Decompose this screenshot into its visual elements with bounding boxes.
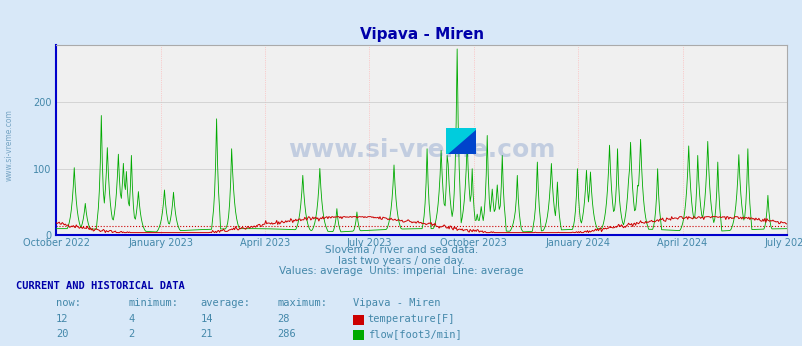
Text: 12: 12 <box>56 314 69 324</box>
Text: maximum:: maximum: <box>277 298 326 308</box>
Text: Values: average  Units: imperial  Line: average: Values: average Units: imperial Line: av… <box>279 266 523 276</box>
Polygon shape <box>445 128 476 154</box>
Polygon shape <box>445 128 476 154</box>
Text: last two years / one day.: last two years / one day. <box>338 256 464 266</box>
Text: now:: now: <box>56 298 81 308</box>
Text: Vipava - Miren: Vipava - Miren <box>353 298 440 308</box>
Text: minimum:: minimum: <box>128 298 178 308</box>
Text: flow[foot3/min]: flow[foot3/min] <box>367 329 461 339</box>
Text: temperature[F]: temperature[F] <box>367 314 455 324</box>
Title: Vipava - Miren: Vipava - Miren <box>359 27 483 43</box>
Text: 20: 20 <box>56 329 69 339</box>
Polygon shape <box>445 128 476 154</box>
Text: 14: 14 <box>200 314 213 324</box>
Text: CURRENT AND HISTORICAL DATA: CURRENT AND HISTORICAL DATA <box>16 281 184 291</box>
Text: 21: 21 <box>200 329 213 339</box>
Text: 286: 286 <box>277 329 295 339</box>
Text: 4: 4 <box>128 314 135 324</box>
Text: Slovenia / river and sea data.: Slovenia / river and sea data. <box>325 245 477 255</box>
Text: www.si-vreme.com: www.si-vreme.com <box>5 109 14 181</box>
Text: www.si-vreme.com: www.si-vreme.com <box>287 138 555 162</box>
Text: 2: 2 <box>128 329 135 339</box>
Text: average:: average: <box>200 298 250 308</box>
Text: 28: 28 <box>277 314 290 324</box>
